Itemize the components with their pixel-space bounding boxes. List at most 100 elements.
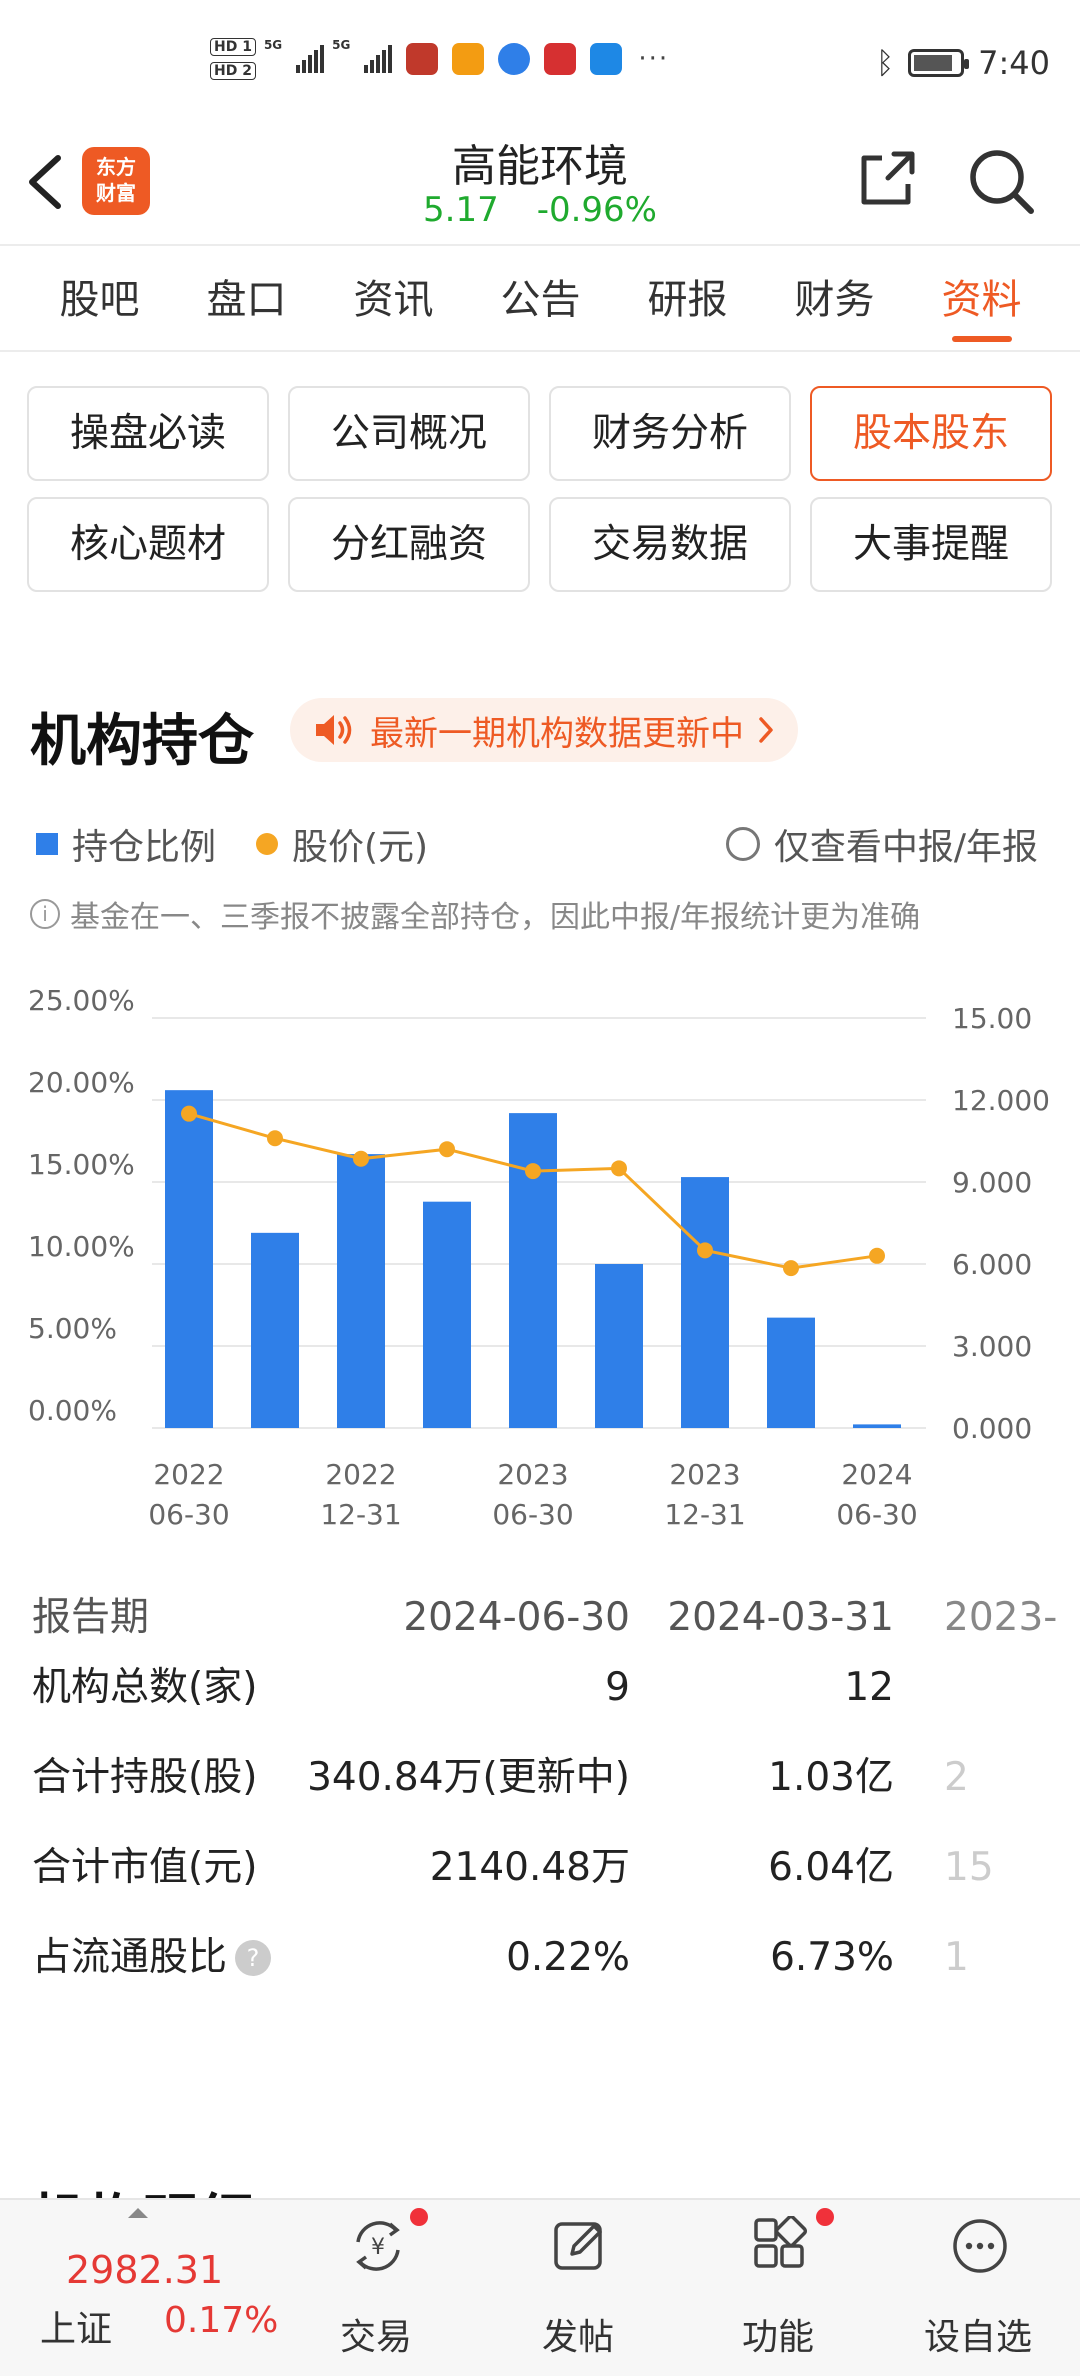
app-notification-icon (498, 43, 531, 75)
notification-dot (410, 2208, 428, 2226)
caret-up-icon[interactable] (128, 2208, 148, 2218)
svg-text:¥: ¥ (371, 2235, 385, 2260)
section-title: 机构持仓 (30, 709, 254, 774)
row-label: 合计市值(元) (32, 1845, 258, 1890)
status-bar: HD 1 HD 2 5G 5G ··· ᛒ 7:40 (0, 0, 1080, 130)
row-value-3: 2 (944, 1755, 969, 1800)
table-row: 占流通股比 ? 0.22% 6.73% 1 (0, 1928, 1080, 2018)
stock-quote: 5.17 -0.96% (0, 190, 1080, 230)
button-dividend-financing[interactable]: 分红融资 (288, 497, 530, 592)
row-label: 机构总数(家) (32, 1665, 258, 1710)
chart-bar (509, 1113, 557, 1428)
tab-pankou[interactable]: 盘口 (206, 277, 287, 323)
row-value-2: 1.03亿 (768, 1755, 894, 1800)
tab-profile[interactable]: 资料 (908, 248, 1055, 350)
price-point (869, 1247, 885, 1264)
clock: 7:40 (978, 44, 1050, 82)
nav-trade-label: 交易 (339, 2317, 412, 2358)
tab-announcements[interactable]: 公告 (500, 277, 581, 323)
button-core-themes[interactable]: 核心题材 (27, 497, 269, 592)
legend-bar-swatch (36, 833, 58, 855)
chart-bar (423, 1201, 471, 1428)
nav-functions[interactable]: 功能 (708, 2200, 848, 2376)
row-value-1: 9 (605, 1665, 630, 1710)
table-header-label: 报告期 (32, 1595, 150, 1640)
chart-legend: 持仓比例 股价(元) (36, 818, 428, 870)
tab-finance[interactable]: 财务 (794, 277, 875, 323)
report-filter-toggle[interactable]: 仅查看中报/年报 (725, 818, 1038, 870)
nav-post[interactable]: 发帖 (508, 2200, 648, 2376)
index-change: 0.17% (164, 2300, 279, 2341)
nav-watchlist[interactable]: 设自选 (908, 2200, 1048, 2376)
disclosure-hint: i 基金在一、三季报不披露全部持仓，因此中报/年报统计更为准确 (30, 892, 920, 936)
row-value-2: 6.73% (770, 1935, 894, 1980)
price-point (267, 1130, 283, 1147)
hd2-label: HD 2 (210, 62, 256, 80)
share-icon[interactable] (854, 146, 920, 212)
y-left-tick-label: 5.00% (28, 1312, 117, 1345)
stock-change: -0.96% (536, 190, 657, 230)
chevron-right-icon (759, 717, 773, 743)
chart-bar (853, 1424, 901, 1428)
tab-news[interactable]: 资讯 (353, 277, 434, 323)
table-row: 机构总数(家) 9 12 (0, 1658, 1080, 1748)
network2-label: 5G (332, 38, 351, 52)
row-value-2: 12 (844, 1665, 894, 1710)
button-shareholders[interactable]: 股本股东 (810, 386, 1052, 481)
price-point (439, 1141, 455, 1158)
price-point (525, 1163, 541, 1180)
legend-holding-label: 持仓比例 (72, 827, 217, 868)
hd1-label: HD 1 (210, 38, 256, 56)
table-row: 合计市值(元) 2140.48万 6.04亿 15 (0, 1838, 1080, 1928)
tab-research[interactable]: 研报 (647, 277, 728, 323)
status-icons-left: HD 1 HD 2 5G 5G ··· (210, 38, 669, 80)
row-value-2: 6.04亿 (768, 1845, 894, 1890)
row-value-1: 0.22% (506, 1935, 630, 1980)
button-events[interactable]: 大事提醒 (810, 497, 1052, 592)
button-financial-analysis[interactable]: 财务分析 (549, 386, 791, 481)
x-tick-date: 06-30 (836, 1498, 917, 1531)
app-logo[interactable]: 东方 财富 (82, 147, 150, 215)
compose-icon (554, 2222, 602, 2270)
radio-button[interactable] (725, 827, 760, 861)
chart-bar (165, 1090, 213, 1428)
price-point (697, 1242, 713, 1259)
legend-line-swatch (256, 833, 279, 855)
search-icon[interactable] (966, 146, 1036, 216)
stock-price: 5.17 (423, 190, 499, 230)
row-label-with-help: 占流通股比 ? (32, 1928, 272, 1988)
profile-sections-grid: 操盘必读 公司概况 财务分析 股本股东 核心题材 分红融资 交易数据 大事提醒 (27, 386, 1055, 592)
chart-bar (595, 1264, 643, 1428)
y-right-tick-label: 15.00 (952, 1002, 1032, 1035)
bluetooth-icon: ᛒ (876, 45, 895, 81)
chart-bar (251, 1232, 299, 1428)
info-icon: i (30, 899, 60, 929)
back-icon[interactable] (22, 152, 72, 212)
hd-indicators: HD 1 HD 2 (210, 38, 256, 80)
table-header-period-2: 2024-03-31 (667, 1595, 894, 1640)
update-notice[interactable]: 最新一期机构数据更新中 (290, 698, 798, 762)
stock-name: 高能环境 (452, 141, 628, 192)
x-tick-year: 2023 (669, 1458, 740, 1491)
nav-trade[interactable]: ¥ 交易 (306, 2200, 446, 2376)
logo-text-2: 财富 (96, 181, 136, 205)
x-tick-date: 06-30 (148, 1498, 229, 1531)
tab-guba[interactable]: 股吧 (59, 277, 140, 323)
more-notifications-icon: ··· (638, 44, 670, 74)
button-trading-guide[interactable]: 操盘必读 (27, 386, 269, 481)
x-tick-date: 06-30 (492, 1498, 573, 1531)
price-point (353, 1150, 369, 1167)
legend-price-label: 股价(元) (292, 827, 429, 868)
row-label: 合计持股(股) (32, 1755, 258, 1800)
table-header-period-3: 2023- (944, 1595, 1058, 1640)
button-trading-data[interactable]: 交易数据 (549, 497, 791, 592)
x-tick-date: 12-31 (664, 1498, 745, 1531)
disclosure-hint-text: 基金在一、三季报不披露全部持仓，因此中报/年报统计更为准确 (70, 900, 921, 935)
button-company-overview[interactable]: 公司概况 (288, 386, 530, 481)
tab-bar: 股吧 盘口 资讯 公告 研报 财务 资料 (0, 248, 1080, 352)
report-filter-label: 仅查看中报/年报 (773, 827, 1038, 868)
table-header-row: 报告期 2024-06-30 2024-03-31 2023- (0, 1588, 1080, 1658)
app-header: 东方 财富 高能环境 5.17 -0.96% (0, 130, 1080, 246)
y-left-tick-label: 0.00% (28, 1394, 117, 1427)
help-icon[interactable]: ? (235, 1940, 272, 1976)
